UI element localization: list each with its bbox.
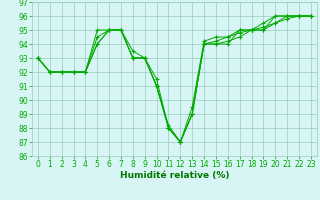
X-axis label: Humidité relative (%): Humidité relative (%): [120, 171, 229, 180]
